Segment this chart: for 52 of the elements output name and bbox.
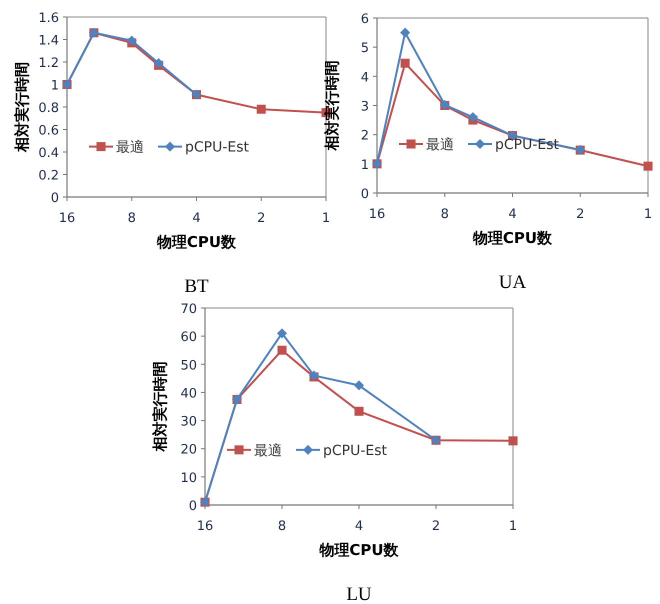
y-tick-label: 0	[188, 499, 197, 514]
x-tick-label: 1	[322, 211, 330, 226]
y-tick-label: 10	[180, 470, 197, 486]
y-tick-label: 2	[360, 128, 369, 144]
y-tick-label: 1	[50, 78, 59, 94]
x-tick-label: 2	[576, 207, 584, 222]
text: LU	[346, 584, 372, 604]
y-tick-label: 1.2	[38, 56, 59, 71]
y-tick-label: 0	[50, 191, 59, 206]
text: BT	[184, 276, 210, 297]
x-tick-label: 16	[58, 211, 76, 226]
y-axis-title: 相対実行時間	[151, 362, 169, 452]
y-tick-label: 0.6	[38, 124, 59, 138]
y-tick-label: 0.4	[38, 146, 59, 161]
y-tick-label: 70	[180, 302, 197, 317]
text: UA	[498, 272, 526, 293]
y-tick-label: 30	[180, 414, 197, 430]
x-tick-label: 8	[278, 519, 286, 534]
x-tick-label: 8	[440, 207, 449, 222]
y-axis-title: 相対実行時間	[13, 62, 31, 153]
legend-label: pCPU-Est	[185, 140, 250, 156]
x-tick-label: 1	[644, 207, 652, 222]
legend-label: pCPU-Est	[495, 137, 560, 153]
y-axis-title: 相対実行時間	[323, 60, 341, 152]
x-tick-label: 2	[432, 519, 440, 534]
legend-label: 最適	[116, 140, 144, 156]
legend-label: 最適	[426, 137, 454, 153]
y-tick-label: 6	[360, 12, 369, 27]
x-tick-label: 2	[257, 211, 266, 226]
y-tick-label: 5	[360, 41, 369, 56]
y-tick-label: 1.4	[38, 34, 59, 48]
y-tick-label: 4	[360, 70, 369, 86]
y-tick-label: 20	[180, 442, 197, 458]
y-tick-label: 0.2	[38, 168, 59, 184]
x-axis-title: 物理CPU数	[156, 233, 238, 251]
y-tick-label: 1	[360, 158, 369, 173]
y-tick-label: 1.6	[38, 11, 59, 26]
y-tick-label: 0.8	[38, 101, 59, 116]
x-tick-label: 4	[508, 207, 517, 222]
legend-label: 最適	[254, 442, 282, 459]
x-axis-title: 物理CPU数	[318, 541, 400, 559]
y-tick-label: 60	[180, 330, 197, 346]
x-tick-label: 8	[128, 211, 136, 226]
x-tick-label: 16	[368, 207, 386, 222]
y-tick-label: 40	[180, 386, 197, 402]
y-tick-label: 0	[360, 187, 369, 202]
x-axis-title: 物理CPU数	[472, 229, 554, 247]
y-tick-label: 50	[180, 358, 197, 374]
y-tick-label: 3	[360, 100, 369, 114]
x-tick-label: 1	[508, 519, 518, 534]
legend-label: pCPU-Est	[323, 442, 388, 459]
x-tick-label: 16	[196, 519, 214, 534]
